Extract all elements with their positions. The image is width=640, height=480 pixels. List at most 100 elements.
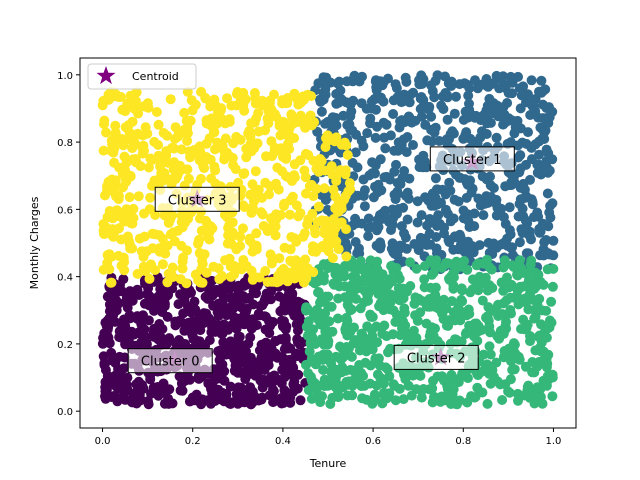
scatter-point [546, 317, 557, 328]
scatter-point [430, 192, 441, 203]
scatter-point [167, 142, 178, 153]
scatter-point [405, 90, 416, 100]
scatter-point [446, 76, 457, 87]
x-tick-label: 1.0 [546, 436, 562, 447]
scatter-point [225, 271, 236, 282]
scatter-point [251, 240, 262, 251]
scatter-point [108, 87, 119, 98]
scatter-point [328, 184, 339, 195]
scatter-point [401, 243, 412, 254]
scatter-point [379, 320, 390, 331]
scatter-point [182, 301, 193, 312]
scatter-point [239, 168, 250, 179]
scatter-point [164, 333, 175, 344]
scatter-point [262, 226, 273, 237]
y-tick-label: 1.0 [57, 71, 73, 82]
scatter-point [104, 338, 115, 349]
scatter-point [145, 370, 156, 381]
scatter-point [441, 303, 452, 314]
scatter-point [472, 335, 483, 346]
scatter-point [396, 140, 407, 151]
scatter-point [361, 394, 372, 405]
scatter-point [470, 392, 481, 402]
scatter-point [342, 299, 353, 310]
scatter-point [548, 263, 559, 274]
scatter-point [501, 80, 512, 91]
scatter-point [281, 153, 291, 164]
scatter-point [387, 238, 398, 249]
scatter-point [388, 247, 399, 258]
scatter-point [362, 321, 373, 332]
scatter-point [362, 128, 373, 139]
scatter-point [529, 305, 540, 315]
scatter-point [356, 98, 367, 109]
scatter-point [420, 119, 431, 130]
scatter-point [295, 395, 306, 406]
scatter-point [132, 268, 143, 279]
scatter-point [509, 178, 520, 188]
scatter-point [334, 76, 345, 87]
scatter-point [439, 392, 450, 403]
scatter-point [102, 257, 113, 268]
scatter-point [500, 321, 511, 332]
scatter-point [289, 376, 300, 387]
scatter-point [339, 281, 350, 292]
scatter-point [196, 371, 207, 382]
scatter-point [114, 351, 125, 362]
scatter-point [500, 310, 511, 321]
scatter-point [482, 254, 492, 265]
scatter-point [320, 165, 330, 176]
scatter-point [458, 205, 469, 216]
scatter-point [482, 398, 493, 409]
scatter-point [333, 97, 344, 108]
scatter-point [143, 162, 154, 173]
scatter-point [337, 266, 348, 277]
scatter-point [220, 255, 230, 266]
scatter-point [299, 277, 309, 288]
scatter-point [330, 382, 341, 393]
scatter-point [333, 244, 344, 255]
scatter-point [144, 273, 155, 284]
scatter-point [378, 389, 389, 400]
scatter-point [371, 321, 382, 332]
scatter-point [518, 211, 529, 222]
scatter-point [311, 246, 322, 257]
scatter-point [445, 216, 456, 227]
scatter-point [279, 299, 290, 310]
scatter-point [449, 108, 460, 119]
scatter-point [123, 235, 134, 246]
scatter-point [388, 109, 399, 119]
scatter-point [99, 228, 109, 239]
scatter-point [347, 390, 358, 401]
scatter-point [478, 210, 489, 221]
scatter-point [285, 195, 296, 206]
scatter-point [349, 322, 359, 333]
scatter-point [408, 140, 418, 150]
scatter-point [372, 270, 383, 281]
scatter-point [251, 228, 262, 239]
scatter-point [472, 83, 483, 94]
scatter-point [226, 232, 237, 243]
scatter-point [155, 161, 166, 172]
scatter-point [488, 305, 499, 316]
scatter-point [320, 326, 331, 337]
scatter-point [238, 255, 249, 265]
scatter-point [352, 190, 363, 201]
scatter-point [442, 114, 453, 125]
scatter-point [101, 127, 111, 138]
scatter-point [150, 210, 161, 220]
scatter-point [121, 292, 132, 303]
scatter-point [113, 190, 124, 201]
scatter-point [387, 204, 398, 215]
scatter-point [286, 232, 297, 242]
scatter-point [365, 360, 376, 371]
scatter-point [158, 378, 169, 389]
scatter-point [390, 395, 401, 406]
scatter-point [106, 347, 117, 358]
scatter-point [429, 392, 440, 403]
scatter-point [249, 117, 260, 128]
scatter-point [246, 391, 257, 402]
scatter-point [449, 194, 460, 205]
scatter-point [235, 231, 246, 242]
scatter-point [229, 261, 240, 271]
